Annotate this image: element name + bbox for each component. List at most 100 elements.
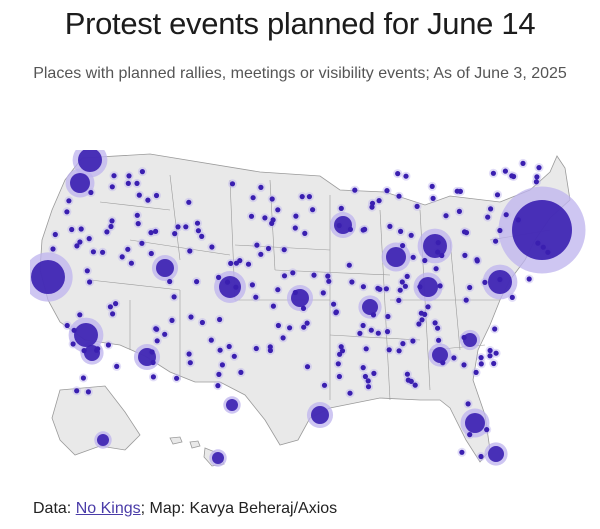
event-dot [233,260,239,266]
event-dot [219,362,225,368]
event-dot [465,401,471,407]
event-dot [269,220,275,226]
event-cluster [226,399,238,411]
event-dot [463,297,469,303]
event-dot [368,327,374,333]
event-dot [461,362,467,368]
event-dot [302,230,308,236]
event-dot [231,353,237,359]
event-dot [336,222,342,229]
event-cluster [512,200,572,260]
event-dot [492,326,498,332]
event-dot [370,312,377,318]
event-dot [533,179,539,185]
event-dot [488,206,494,212]
event-dot [398,228,404,234]
event-cluster [432,347,448,363]
event-dot [306,194,312,200]
event-dot [199,319,205,326]
event-dot [433,266,439,272]
event-dot [497,276,503,283]
event-dot [365,378,371,384]
event-dot [397,287,403,293]
event-dot [154,338,160,344]
us-map [23,142,590,485]
event-dot [369,200,376,206]
event-dot [371,370,377,376]
event-dot [281,273,288,279]
event-dot [281,247,287,253]
event-cluster [488,446,504,462]
event-dot [153,192,160,199]
state-border-line [329,334,421,341]
event-dot [515,217,521,223]
event-dot [269,196,275,202]
event-dot [90,249,96,255]
event-dot [335,361,341,367]
event-dot [88,189,94,196]
event-dot [493,350,499,356]
event-dot [417,284,423,290]
event-dot [292,225,298,231]
event-dot [148,230,154,236]
state-border-line [234,244,331,251]
event-dot [349,279,355,285]
event-dot [293,213,299,219]
event-dot [410,254,416,260]
event-dot [339,348,346,354]
event-dot [194,220,201,226]
event-dot [174,375,180,381]
event-dot [139,169,145,175]
event-dot [375,330,381,336]
event-dot [360,365,366,371]
event-cluster [334,216,352,234]
event-dot [304,320,310,326]
event-dot [456,208,462,214]
event-dot [362,226,368,232]
event-dot [111,173,117,179]
event-dot [87,279,93,285]
event-dot [126,173,132,179]
event-dot [136,192,142,198]
event-cluster [97,434,109,446]
event-dot [400,243,406,249]
event-cluster [31,260,65,294]
event-dot [217,316,223,323]
event-dot [74,388,80,394]
event-dot [467,284,473,291]
state-border-line [89,279,181,291]
event-dot [311,272,317,278]
event-dot [443,213,449,219]
event-dot [265,245,272,252]
state-borders [89,174,551,401]
event-dot [336,373,342,380]
event-dot [535,240,541,246]
event-dot [491,360,497,367]
event-dot [301,324,307,330]
source-link[interactable]: No Kings [75,500,141,517]
event-dot [399,279,405,285]
event-dot [545,249,551,255]
event-dot [526,276,532,282]
event-dot [347,390,353,396]
chart-title: Protest events planned for June 14 [64,6,536,41]
event-dot [474,258,480,264]
event-dot [439,252,445,259]
event-dot [183,224,189,230]
event-dot [414,203,420,209]
event-dot [321,382,328,388]
chart-subtitle: Places with planned rallies, meetings or… [33,65,567,82]
event-dot [396,348,402,354]
event-dot [482,279,488,285]
event-dot [509,173,515,179]
event-dot [248,213,255,219]
source-credit: Data: No Kings; Map: Kavya Beheraj/Axios [33,500,337,518]
event-dot [195,228,201,234]
event-dot [107,304,113,310]
event-dot [84,268,90,274]
event-dot [490,170,496,176]
source-prefix: Data: [33,500,76,517]
event-dot [338,344,344,350]
event-dot [275,207,281,213]
event-dot [186,351,192,357]
